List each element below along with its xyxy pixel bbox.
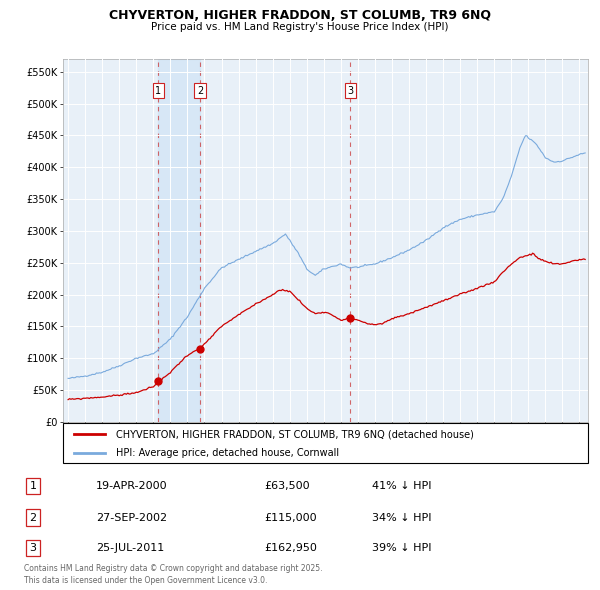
- FancyBboxPatch shape: [63, 423, 588, 463]
- Text: 2: 2: [197, 86, 203, 96]
- Text: 2: 2: [29, 513, 37, 523]
- Text: 3: 3: [347, 86, 353, 96]
- Text: 27-SEP-2002: 27-SEP-2002: [96, 513, 167, 523]
- Text: 19-APR-2000: 19-APR-2000: [96, 481, 167, 491]
- Text: 3: 3: [29, 543, 37, 553]
- Text: CHYVERTON, HIGHER FRADDON, ST COLUMB, TR9 6NQ (detached house): CHYVERTON, HIGHER FRADDON, ST COLUMB, TR…: [115, 430, 473, 440]
- Text: Price paid vs. HM Land Registry's House Price Index (HPI): Price paid vs. HM Land Registry's House …: [151, 22, 449, 32]
- Text: 25-JUL-2011: 25-JUL-2011: [96, 543, 164, 553]
- Text: £115,000: £115,000: [264, 513, 317, 523]
- Text: £162,950: £162,950: [264, 543, 317, 553]
- Text: HPI: Average price, detached house, Cornwall: HPI: Average price, detached house, Corn…: [115, 448, 338, 458]
- Text: 41% ↓ HPI: 41% ↓ HPI: [372, 481, 431, 491]
- Text: 34% ↓ HPI: 34% ↓ HPI: [372, 513, 431, 523]
- Text: 39% ↓ HPI: 39% ↓ HPI: [372, 543, 431, 553]
- Bar: [158, 59, 200, 422]
- Text: 1: 1: [155, 86, 161, 96]
- Text: Contains HM Land Registry data © Crown copyright and database right 2025.
This d: Contains HM Land Registry data © Crown c…: [24, 564, 323, 585]
- Text: CHYVERTON, HIGHER FRADDON, ST COLUMB, TR9 6NQ: CHYVERTON, HIGHER FRADDON, ST COLUMB, TR…: [109, 9, 491, 22]
- Text: 1: 1: [29, 481, 37, 491]
- Text: £63,500: £63,500: [264, 481, 310, 491]
